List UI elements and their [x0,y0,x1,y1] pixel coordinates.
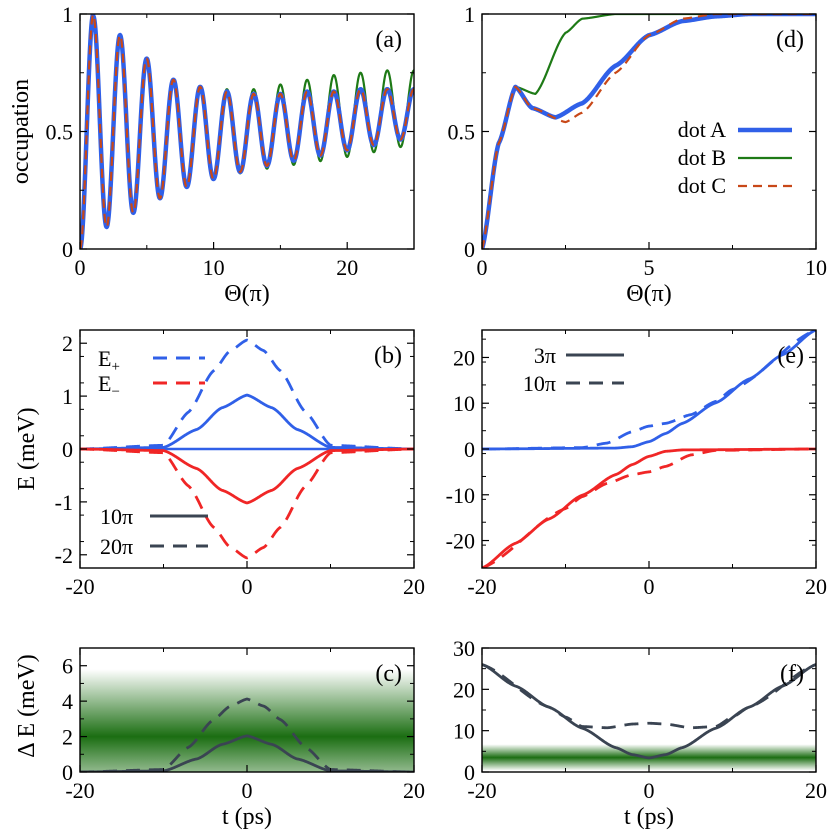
legend-label: dot C [678,173,726,198]
y-axis-label: E (meV) [14,407,40,490]
x-tick-label: -20 [467,778,496,803]
series-E--10- [482,330,816,451]
y-tick-label: 10 [453,719,475,744]
resonance-band [80,669,414,772]
x-axis-label: t (ps) [222,804,272,830]
y-axis-label: occupation [8,79,34,184]
y-tick-label: -20 [446,529,475,554]
x-tick-label: 5 [644,255,655,280]
series-E--10- [482,447,816,568]
series-dot-a [80,14,414,249]
x-tick-label: 0 [644,574,655,599]
panel-label: (e) [777,343,804,369]
x-tick-label: 0 [242,574,253,599]
y-tick-label: 2 [62,725,73,750]
y-tick-label: 0 [464,237,475,262]
x-tick-label: 0 [644,778,655,803]
y-tick-label: 0 [464,760,475,785]
legend-label: 10π [523,371,556,396]
legend-label: 20π [100,534,133,559]
legend-label: 3π [534,343,556,368]
panel-e-axes: -20 0 20 -20 -10 0 10 20 (e) [446,329,827,599]
y-tick-label: 0.5 [46,120,74,145]
y-tick-label: 1 [62,384,73,409]
y-tick-label: 2 [62,331,73,356]
x-tick-label: 0 [75,255,86,280]
panel-b-axes: -20 0 20 -2 -1 0 1 2 (b) E (meV) [14,329,425,599]
x-axis-label: t (ps) [624,804,674,830]
x-tick-label: 20 [805,574,827,599]
y-tick-label: 20 [453,345,475,370]
y-tick-label: 0 [62,237,73,262]
x-tick-label: 10 [203,255,225,280]
legend: E+E− 10π 20π [98,346,208,559]
series-E--3- [482,447,816,568]
x-tick-label: 0 [242,778,253,803]
y-tick-label: 30 [453,636,475,661]
x-tick-label: 10 [805,255,827,280]
series-dot-b [482,14,816,249]
series-3pi [482,663,816,760]
y-tick-label: 6 [62,654,73,679]
x-axis-label: Θ(π) [224,281,269,307]
legend-label: 10π [100,504,133,529]
series-E--20π [80,338,414,451]
series-E--10π [80,393,414,451]
y-tick-label: 0 [62,760,73,785]
x-tick-label: 20 [403,778,425,803]
x-tick-label: -20 [65,778,94,803]
y-tick-label: 10 [453,391,475,416]
panel-f [482,663,816,771]
x-tick-label: 0 [477,255,488,280]
x-axis-label: Θ(π) [626,281,671,307]
x-tick-label: 20 [805,778,827,803]
panel-c [80,669,414,772]
panel-label: (b) [374,343,402,369]
series-E--10π [80,447,414,505]
panel-d [482,14,816,249]
y-tick-label: 20 [453,677,475,702]
legend-label: dot B [678,145,726,170]
y-tick-label: 0 [464,437,475,462]
panel-e [482,330,816,568]
y-tick-label: -1 [55,490,73,515]
panel-a-axes: 0 10 20 0 0.5 1 (a) Θ(π) occupation [8,2,415,307]
panel-label: (d) [776,27,804,53]
legend-label: dot A [678,117,726,142]
y-tick-label: -2 [55,543,73,568]
x-tick-label: -20 [65,574,94,599]
x-tick-label: 20 [336,255,358,280]
y-tick-label: -10 [446,483,475,508]
x-tick-label: -20 [467,574,496,599]
y-tick-label: 0 [62,437,73,462]
x-tick-label: 20 [403,574,425,599]
series-20pi [80,697,414,772]
y-tick-label: 0.5 [448,120,476,145]
series-E--20π [80,447,414,560]
panel-d-axes: 0 5 10 0 0.5 1 (d) Θ(π) [448,2,828,307]
series-dot-c [80,14,414,249]
series-dot-c [482,14,816,249]
series-10pi [482,663,816,730]
y-tick-label: 1 [62,2,73,27]
legend-label: E+ [98,346,120,375]
y-tick-label: 1 [464,2,475,27]
y-tick-label: 4 [62,689,73,714]
legend-label: E− [98,371,120,400]
panel-label: (f) [780,661,804,687]
panel-label: (a) [375,27,402,53]
panel-a [80,14,414,249]
legend: dot A dot B dot C [678,117,792,198]
panel-b [80,338,414,560]
panel-label: (c) [375,661,402,687]
y-axis-label: Δ E (meV) [14,654,40,757]
